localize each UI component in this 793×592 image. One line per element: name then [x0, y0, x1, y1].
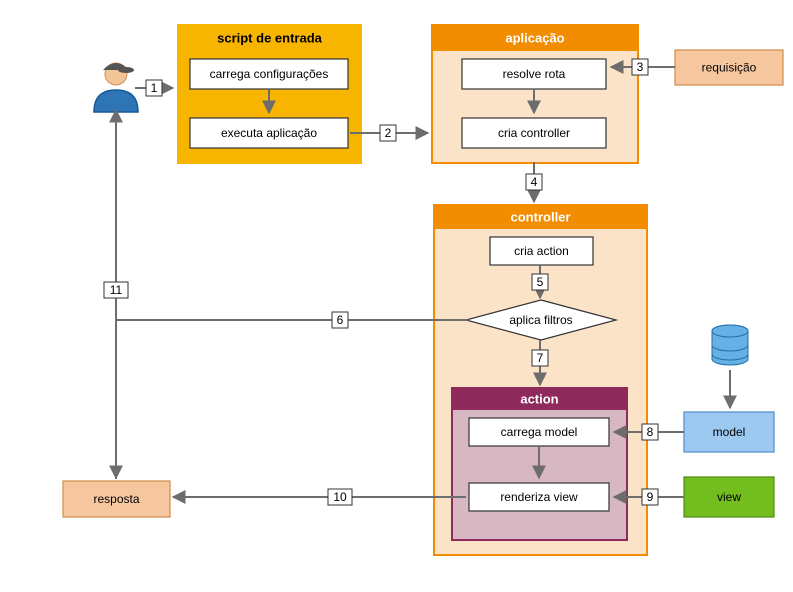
edge-11: 11 — [104, 110, 128, 479]
container-title-script: script de entrada — [217, 30, 323, 45]
node-label-render: renderiza view — [500, 490, 578, 504]
edge-label-4: 4 — [531, 175, 538, 189]
node-resp: resposta — [63, 481, 170, 517]
node-label-route: resolve rota — [503, 67, 566, 81]
edge-label-9: 9 — [647, 490, 654, 504]
node-model: model — [684, 412, 774, 452]
node-label-run: executa aplicação — [221, 126, 317, 140]
node-mkctrl: cria controller — [462, 118, 606, 148]
edge-label-6: 6 — [337, 313, 344, 327]
node-view: view — [684, 477, 774, 517]
decision-label-filters: aplica filtros — [509, 313, 572, 327]
edge-label-mkact-filt: 5 — [537, 275, 544, 289]
node-req: requisição — [675, 50, 783, 85]
edge-label-3: 3 — [637, 60, 644, 74]
database-icon — [712, 325, 748, 365]
user-icon — [94, 63, 138, 112]
edge-1: 1 — [135, 80, 173, 96]
edge-4: 4 — [526, 162, 542, 202]
node-label-ldmdl: carrega model — [501, 425, 578, 439]
node-render: renderiza view — [469, 483, 609, 511]
edge-label-11: 11 — [110, 283, 123, 297]
node-label-view: view — [717, 490, 741, 504]
node-run: executa aplicação — [190, 118, 348, 148]
edge-6: 6 — [116, 312, 468, 478]
container-title-app: aplicação — [505, 30, 564, 45]
node-label-req: requisição — [702, 61, 757, 75]
node-cfg: carrega configurações — [190, 59, 348, 89]
node-label-mkact: cria action — [514, 244, 569, 258]
node-label-mkctrl: cria controller — [498, 126, 570, 140]
edge-10: 10 — [173, 489, 466, 505]
edge-label-2: 2 — [385, 126, 392, 140]
node-label-model: model — [713, 425, 746, 439]
container-title-action: action — [520, 391, 558, 406]
edge-label-10: 10 — [333, 490, 347, 504]
edge-label-1: 1 — [151, 81, 158, 95]
node-label-cfg: carrega configurações — [210, 67, 329, 81]
node-route: resolve rota — [462, 59, 606, 89]
node-mkact: cria action — [490, 237, 593, 265]
node-ldmdl: carrega model — [469, 418, 609, 446]
edge-label-7: 7 — [537, 351, 544, 365]
container-title-controller: controller — [511, 209, 571, 224]
node-label-resp: resposta — [93, 492, 139, 506]
edge-label-8: 8 — [647, 425, 654, 439]
